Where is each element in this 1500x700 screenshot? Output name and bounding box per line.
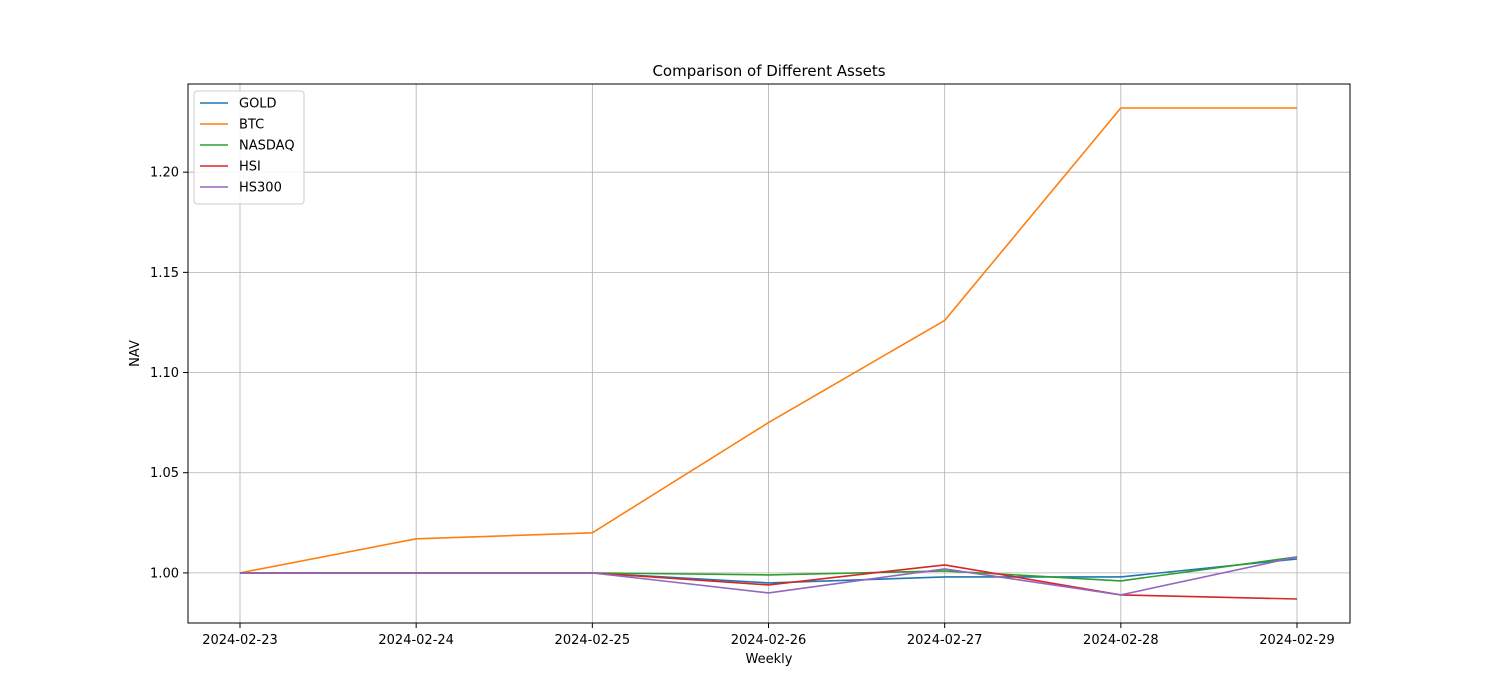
x-tick-label: 2024-02-26	[731, 633, 807, 648]
legend-label-btc: BTC	[239, 118, 264, 133]
y-tick-label: 1.00	[150, 566, 179, 581]
series-line-hs300	[240, 556, 1298, 596]
x-tick-label: 2024-02-23	[202, 633, 278, 648]
chart-title: Comparison of Different Assets	[652, 62, 885, 80]
y-tick-label: 1.15	[150, 266, 179, 281]
legend-label-hsi: HSI	[239, 160, 261, 175]
x-tick-label: 2024-02-24	[378, 633, 454, 648]
y-axis-label: NAV	[128, 340, 143, 367]
y-tick-label: 1.05	[150, 466, 179, 481]
x-tick-label: 2024-02-29	[1259, 633, 1335, 648]
legend: GOLD BTC NASDAQ HSI HS300	[193, 90, 305, 205]
x-axis: 2024-02-23 2024-02-24 2024-02-25 2024-02-26…	[202, 623, 1335, 648]
legend-label-gold: GOLD	[239, 97, 277, 112]
series-lines	[239, 107, 1298, 600]
y-tick-label: 1.10	[150, 366, 179, 381]
legend-box	[193, 90, 305, 205]
x-tick-label: 2024-02-27	[907, 633, 983, 648]
x-tick-label: 2024-02-25	[555, 633, 631, 648]
x-tick-label: 2024-02-28	[1083, 633, 1159, 648]
y-tick-label: 1.20	[150, 166, 179, 181]
y-axis: 1.00 1.05 1.10 1.15 1.20	[150, 166, 188, 581]
legend-label-nasdaq: NASDAQ	[239, 139, 295, 154]
x-axis-label: Weekly	[746, 652, 793, 667]
series-line-btc	[239, 107, 1297, 574]
legend-label-hs300: HS300	[239, 181, 282, 196]
